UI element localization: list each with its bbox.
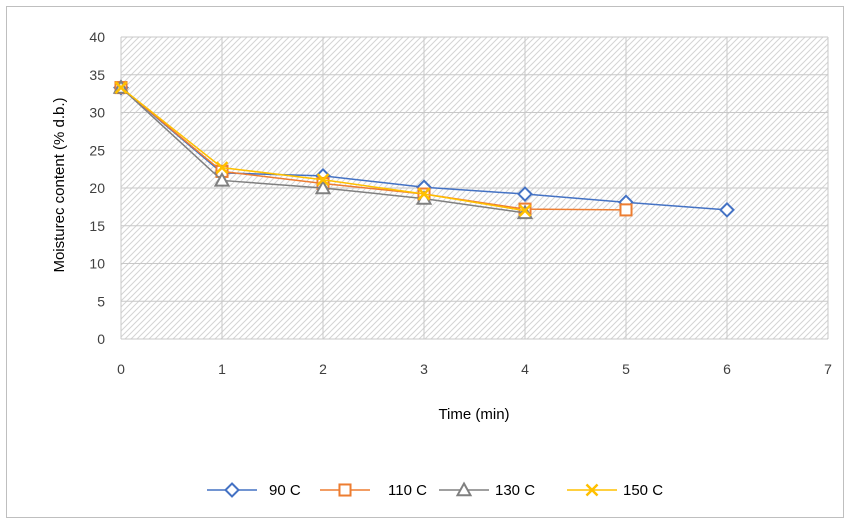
data-point — [585, 483, 599, 497]
x-tick-label: 3 — [420, 361, 428, 377]
legend-entry-3: 150 C — [567, 482, 663, 499]
y-tick-label: 0 — [97, 331, 105, 347]
legend-entry-0: 90 C — [207, 482, 301, 499]
data-point — [619, 203, 633, 217]
data-point — [517, 186, 533, 202]
y-tick-label: 25 — [89, 142, 105, 158]
x-tick-labels: 0 1 2 3 4 5 6 7 — [117, 361, 832, 377]
y-tick-label: 30 — [89, 105, 105, 121]
y-tick-label: 15 — [89, 218, 105, 234]
data-series — [112, 79, 735, 220]
y-tick-label: 5 — [97, 293, 105, 309]
y-tick-label: 35 — [89, 67, 105, 83]
x-tick-label: 0 — [117, 361, 125, 377]
legend-label: 110 C — [388, 482, 427, 499]
legend-entry-1: 110 C — [320, 482, 427, 499]
y-tick-label: 40 — [89, 29, 105, 45]
data-point — [314, 179, 332, 195]
data-point — [215, 161, 229, 175]
series-line — [120, 87, 627, 211]
data-point — [213, 171, 231, 187]
data-point — [455, 481, 473, 497]
data-point — [417, 187, 431, 201]
x-tick-label: 6 — [723, 361, 731, 377]
data-point — [518, 204, 532, 218]
x-axis-title: Time (min) — [438, 406, 509, 423]
legend-entry-2: 130 C — [439, 481, 535, 499]
legend-label: 90 C — [269, 482, 301, 499]
x-tick-label: 5 — [622, 361, 630, 377]
y-tick-label: 10 — [89, 256, 105, 272]
data-point — [719, 201, 735, 218]
y-tick-labels: 0 5 10 15 20 25 30 35 40 — [89, 29, 105, 347]
x-tick-label: 2 — [319, 361, 327, 377]
data-point — [224, 482, 240, 498]
y-axis-title: Moisturec content (% d.b.) — [51, 97, 68, 272]
data-point — [114, 81, 128, 94]
gridlines — [120, 36, 829, 340]
legend: 90 C 110 C 130 C 150 C — [207, 481, 663, 499]
x-tick-label: 4 — [521, 361, 529, 377]
y-tick-label: 20 — [89, 180, 105, 196]
data-point — [316, 173, 330, 187]
moisture-chart: 0 5 10 15 20 25 30 35 40 0 1 2 3 4 5 6 7 Time (min) Moi… — [51, 29, 832, 499]
legend-label: 130 C — [495, 482, 535, 499]
x-tick-label: 1 — [218, 361, 226, 377]
series-3 — [114, 81, 532, 218]
legend-label: 150 C — [623, 482, 663, 499]
data-point — [338, 483, 352, 497]
chart-frame: 0 5 10 15 20 25 30 35 40 0 1 2 3 4 5 6 7 Time (min) Moi… — [6, 6, 844, 518]
x-tick-label: 7 — [824, 361, 832, 377]
